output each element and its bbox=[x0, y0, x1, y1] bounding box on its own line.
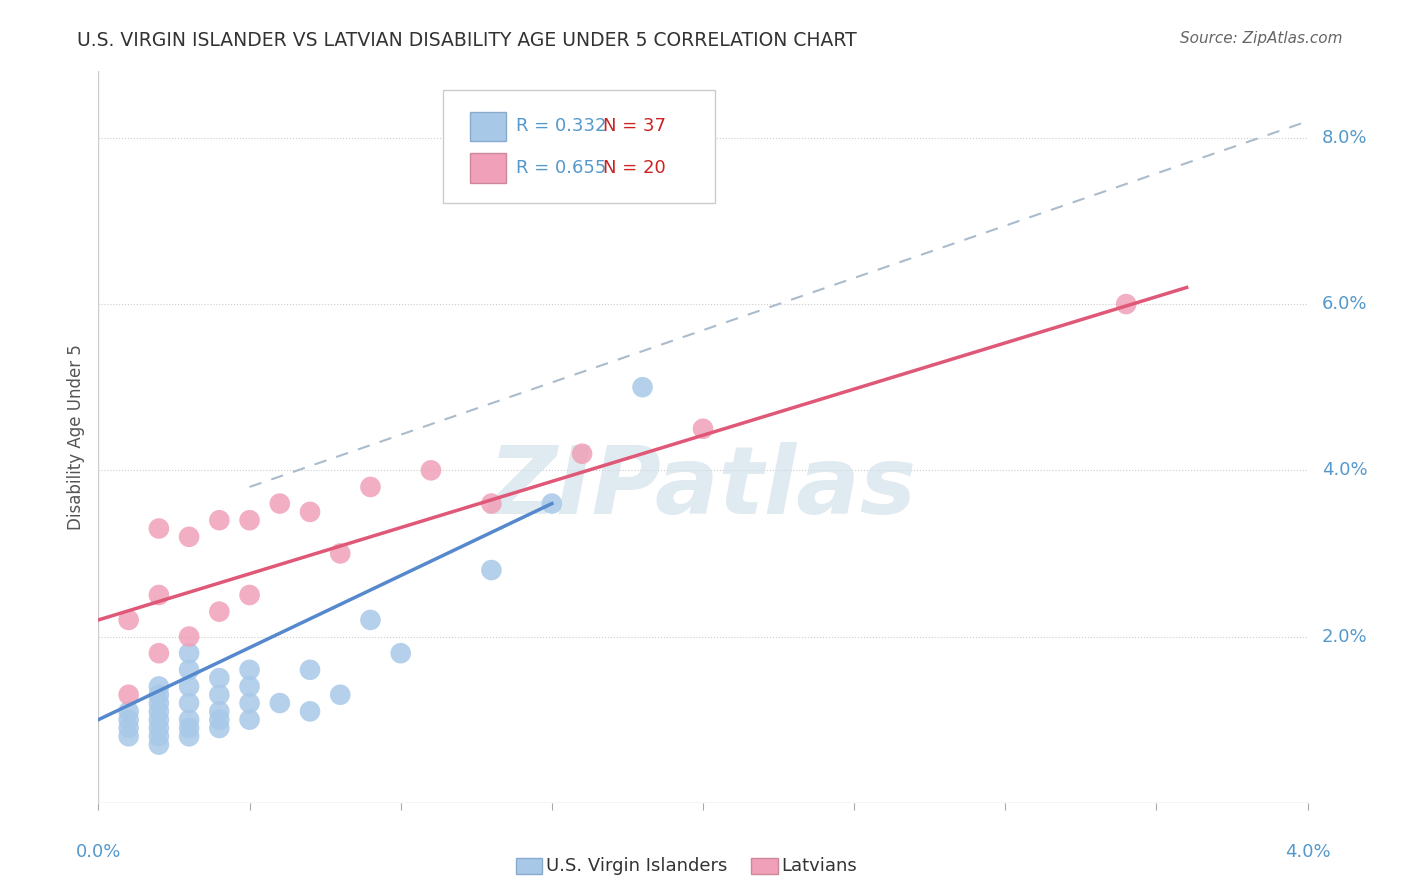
Point bbox=[692, 422, 714, 436]
Point bbox=[631, 380, 654, 394]
Point bbox=[329, 546, 352, 560]
Point bbox=[208, 713, 231, 727]
Point bbox=[148, 521, 170, 535]
Text: R = 0.332: R = 0.332 bbox=[516, 117, 606, 136]
Point bbox=[179, 680, 201, 694]
Point bbox=[148, 646, 170, 660]
Point bbox=[208, 705, 231, 719]
Text: 4.0%: 4.0% bbox=[1322, 461, 1368, 479]
Point bbox=[148, 588, 170, 602]
Point bbox=[239, 696, 262, 710]
Point bbox=[571, 447, 593, 461]
Point bbox=[239, 513, 262, 527]
Point bbox=[329, 688, 352, 702]
Text: R = 0.655: R = 0.655 bbox=[516, 159, 606, 177]
Point bbox=[299, 663, 322, 677]
Point bbox=[299, 505, 322, 519]
Point bbox=[179, 729, 201, 743]
Text: 8.0%: 8.0% bbox=[1322, 128, 1368, 147]
Bar bbox=[470, 153, 506, 183]
Point bbox=[481, 497, 503, 511]
Text: 2.0%: 2.0% bbox=[1322, 628, 1368, 646]
Point bbox=[1115, 297, 1137, 311]
Point bbox=[208, 605, 231, 619]
Bar bbox=[751, 858, 778, 874]
Point bbox=[118, 721, 141, 735]
Point bbox=[269, 696, 291, 710]
Point bbox=[179, 646, 201, 660]
Text: 4.0%: 4.0% bbox=[1285, 843, 1330, 861]
Point bbox=[360, 613, 382, 627]
FancyBboxPatch shape bbox=[443, 90, 716, 203]
Point bbox=[148, 713, 170, 727]
Point bbox=[481, 563, 503, 577]
Point bbox=[118, 688, 141, 702]
Text: U.S. Virgin Islanders: U.S. Virgin Islanders bbox=[546, 856, 727, 875]
Point bbox=[208, 688, 231, 702]
Point bbox=[208, 671, 231, 685]
Point bbox=[360, 480, 382, 494]
Point bbox=[540, 497, 562, 511]
Point bbox=[208, 513, 231, 527]
Text: ZIPatlas: ZIPatlas bbox=[489, 442, 917, 534]
Point bbox=[148, 721, 170, 735]
Point bbox=[269, 497, 291, 511]
Bar bbox=[470, 112, 506, 141]
Text: U.S. VIRGIN ISLANDER VS LATVIAN DISABILITY AGE UNDER 5 CORRELATION CHART: U.S. VIRGIN ISLANDER VS LATVIAN DISABILI… bbox=[77, 31, 858, 50]
Point bbox=[239, 663, 262, 677]
Point bbox=[239, 680, 262, 694]
Point bbox=[148, 738, 170, 752]
Text: N = 20: N = 20 bbox=[603, 159, 665, 177]
Point bbox=[299, 705, 322, 719]
Point bbox=[148, 729, 170, 743]
Text: Latvians: Latvians bbox=[782, 856, 858, 875]
Y-axis label: Disability Age Under 5: Disability Age Under 5 bbox=[66, 344, 84, 530]
Bar bbox=[516, 858, 543, 874]
Point bbox=[118, 613, 141, 627]
Point bbox=[148, 688, 170, 702]
Text: N = 37: N = 37 bbox=[603, 117, 665, 136]
Point bbox=[239, 588, 262, 602]
Text: 0.0%: 0.0% bbox=[76, 843, 121, 861]
Point bbox=[179, 696, 201, 710]
Point bbox=[239, 713, 262, 727]
Point bbox=[118, 705, 141, 719]
Point bbox=[148, 696, 170, 710]
Point bbox=[118, 713, 141, 727]
Point bbox=[389, 646, 412, 660]
Text: Source: ZipAtlas.com: Source: ZipAtlas.com bbox=[1180, 31, 1343, 46]
Point bbox=[179, 530, 201, 544]
Point bbox=[148, 705, 170, 719]
Point bbox=[148, 680, 170, 694]
Point bbox=[179, 721, 201, 735]
Point bbox=[179, 630, 201, 644]
Point bbox=[118, 729, 141, 743]
Text: 6.0%: 6.0% bbox=[1322, 295, 1368, 313]
Point bbox=[208, 721, 231, 735]
Point bbox=[179, 713, 201, 727]
Point bbox=[420, 463, 443, 477]
Point bbox=[179, 663, 201, 677]
